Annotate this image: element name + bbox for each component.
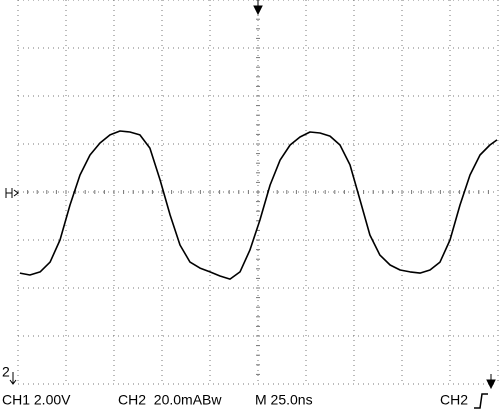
ground-marker: 2: [2, 364, 10, 380]
trigger-level-marker: [486, 374, 496, 390]
timebase: M 25.0ns: [255, 392, 313, 408]
ch2-scale: CH2 20.0mABw: [118, 392, 222, 408]
ground-arrow: [9, 372, 17, 385]
trigger-source: CH2: [440, 392, 468, 408]
grid: [17, 0, 499, 385]
trigger-slope-icon: [474, 393, 488, 409]
trigger-position-marker: [253, 0, 263, 16]
ch1-scale: CH1 2.00V: [2, 392, 71, 408]
channel-reference-marker: [5, 188, 19, 198]
waveform: [19, 130, 498, 280]
